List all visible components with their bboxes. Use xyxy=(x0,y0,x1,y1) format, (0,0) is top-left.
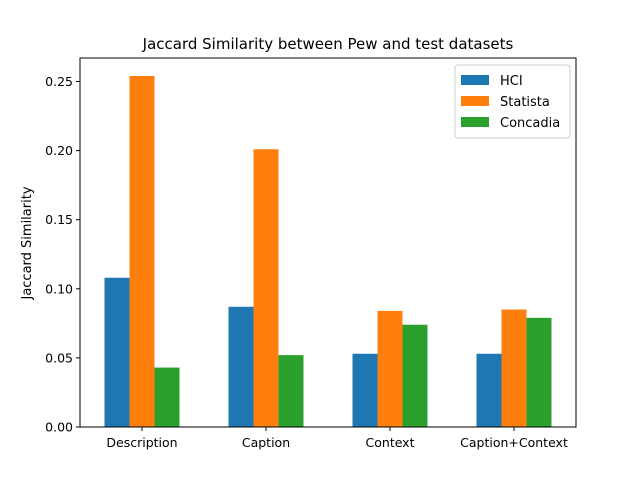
legend-label-hci: HCI xyxy=(500,74,523,89)
plot-area: 0.00 0.05 0.10 0.15 0.20 0.25 Description Capti… xyxy=(45,57,577,450)
y-tick-label: 0.15 xyxy=(45,212,73,227)
y-axis-label: Jaccard Similarity xyxy=(20,186,35,300)
x-tick-label: Caption+Context xyxy=(460,435,568,450)
bar-statista-caption-context xyxy=(501,309,527,427)
bar-statista-caption xyxy=(253,149,279,427)
legend-label-concadia: Concadia xyxy=(500,116,560,131)
chart-title: Jaccard Similarity between Pew and test … xyxy=(142,35,514,53)
bar-hci-caption-context xyxy=(476,353,502,427)
bar-concadia-description xyxy=(154,367,180,427)
legend-swatch-concadia xyxy=(461,117,489,127)
bar-concadia-context xyxy=(402,324,428,427)
x-tick-label: Context xyxy=(366,435,415,450)
x-tick-label: Description xyxy=(106,435,177,450)
bar-statista-description xyxy=(129,75,155,427)
legend-swatch-hci xyxy=(461,75,489,85)
y-tick-label: 0.05 xyxy=(45,350,73,365)
y-tick-label: 0.10 xyxy=(45,281,73,296)
legend-label-statista: Statista xyxy=(500,95,550,110)
y-tick-label: 0.00 xyxy=(45,420,73,435)
legend-swatch-statista xyxy=(461,96,489,106)
bar-hci-caption xyxy=(228,306,254,427)
y-tick-label: 0.20 xyxy=(45,143,73,158)
bar-concadia-caption-context xyxy=(526,317,552,427)
bar-hci-context xyxy=(352,353,378,427)
bar-hci-description xyxy=(104,277,130,427)
y-tick-label: 0.25 xyxy=(45,74,73,89)
bar-statista-context xyxy=(377,310,403,427)
plot-frame xyxy=(79,57,577,428)
x-tick-label: Caption xyxy=(242,435,290,450)
bar-concadia-caption xyxy=(278,355,304,427)
legend: HCI Statista Concadia xyxy=(454,64,571,139)
